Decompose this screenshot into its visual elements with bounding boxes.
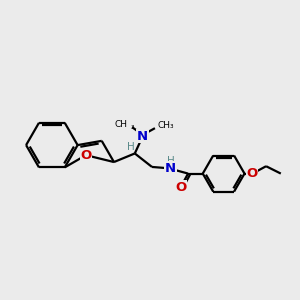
Text: O: O bbox=[80, 149, 92, 162]
Text: CH₃: CH₃ bbox=[158, 121, 174, 130]
Text: N: N bbox=[137, 130, 148, 143]
Text: O: O bbox=[176, 181, 187, 194]
Text: ₃: ₃ bbox=[130, 122, 134, 131]
Text: N: N bbox=[165, 162, 176, 175]
Text: H: H bbox=[127, 142, 135, 152]
Text: O: O bbox=[246, 167, 257, 180]
Text: CH: CH bbox=[115, 120, 128, 129]
Text: H: H bbox=[167, 156, 174, 166]
